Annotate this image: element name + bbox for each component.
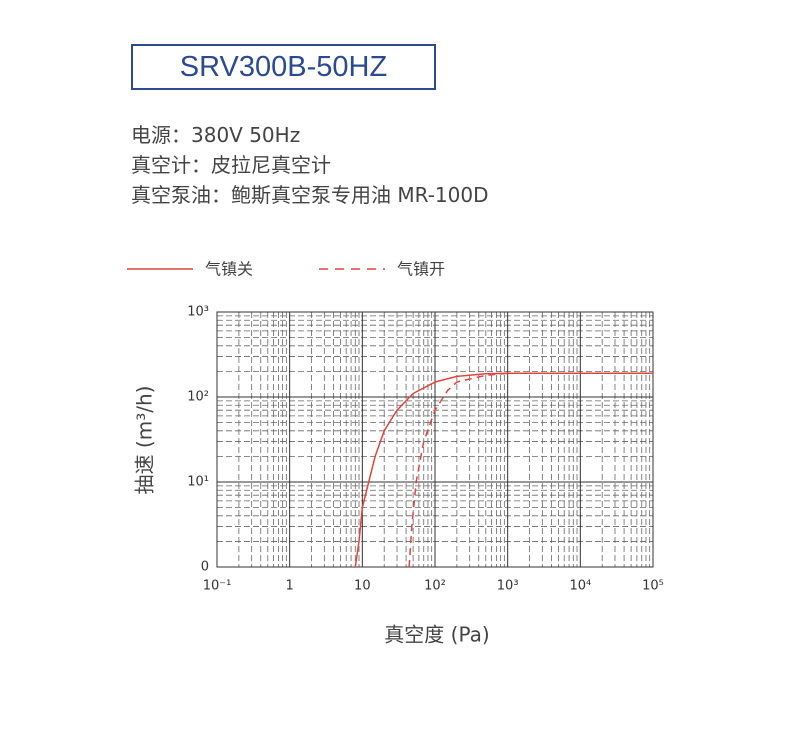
x-tick-label: 10⁻¹ — [203, 579, 232, 594]
legend-label: 气镇开 — [397, 260, 445, 279]
series-line — [354, 372, 653, 568]
plot-frame — [216, 311, 654, 568]
y-tick-label: 10² — [187, 390, 209, 405]
model-title: SRV300B-50HZ — [131, 44, 436, 90]
x-tick-label: 1 — [286, 579, 294, 594]
y-tick-label: 10³ — [187, 305, 209, 320]
x-tick-label: 10⁴ — [569, 579, 591, 594]
spec: 真空泵油：鲍斯真空泵专用油 MR-100D — [131, 183, 489, 207]
specs: 电源：380V 50Hz 真空计：皮拉尼真空计 真空泵油：鲍斯真空泵专用油 MR… — [131, 120, 489, 210]
x-tick-label: 10² — [424, 579, 446, 594]
spec: 真空计：皮拉尼真空计 — [131, 153, 331, 177]
x-axis-label: 真空度 (Pa) — [384, 623, 489, 647]
x-tick-label: 10³ — [497, 579, 519, 594]
y-axis-label: 抽速 (m³/h) — [133, 386, 157, 495]
y-tick-label: 0 — [201, 560, 209, 575]
x-tick-label: 10 — [354, 579, 371, 594]
series-line — [408, 372, 653, 568]
spec: 电源：380V 50Hz — [131, 123, 301, 147]
y-tick-label: 10¹ — [187, 475, 209, 490]
legend-label: 气镇关 — [205, 260, 253, 279]
x-tick-label: 10⁵ — [642, 579, 664, 594]
